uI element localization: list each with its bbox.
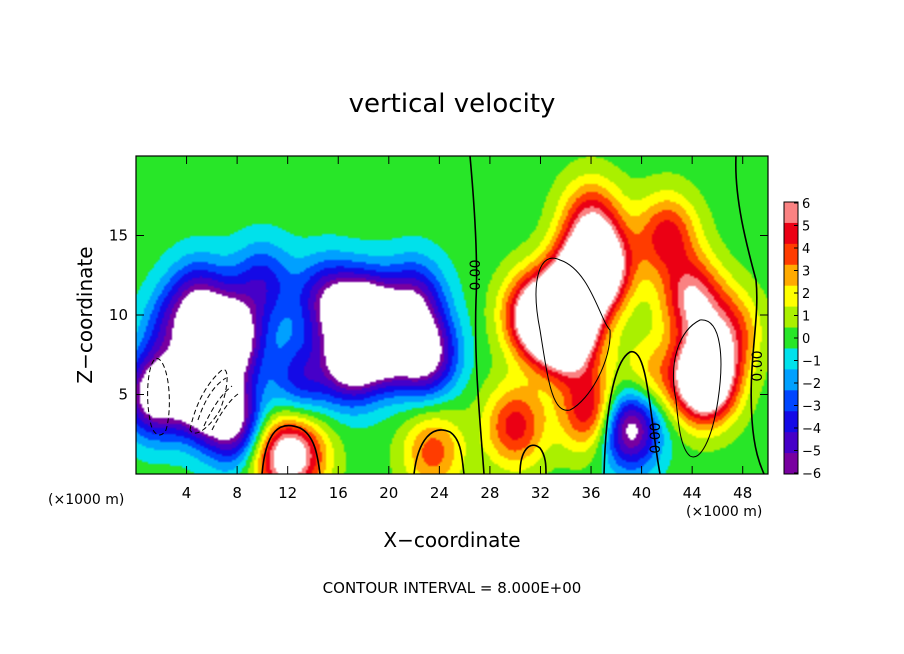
colorbar-swatch bbox=[784, 327, 798, 349]
colorbar-tick-label: 4 bbox=[802, 242, 810, 257]
x-tick-label: 32 bbox=[531, 484, 550, 502]
x-axis-label: X−coordinate bbox=[383, 528, 520, 552]
x-axis: 4 8 12 16 20 24 28 32 36 40 44 48 bbox=[182, 156, 752, 502]
x-tick-label: 28 bbox=[480, 484, 499, 502]
colorbar-tick-label: −5 bbox=[802, 445, 821, 460]
contour-interval-note: CONTOUR INTERVAL = 8.000E+00 bbox=[323, 579, 582, 597]
y-tick-label: 5 bbox=[118, 386, 128, 404]
colorbar-tick-label: −6 bbox=[802, 467, 821, 482]
y-axis-label: Z−coordinate bbox=[73, 246, 97, 383]
y-tick-label: 15 bbox=[109, 227, 128, 245]
x-tick-label: 12 bbox=[278, 484, 297, 502]
colorbar-swatch bbox=[784, 348, 798, 370]
velocity-field bbox=[136, 156, 768, 474]
x-unit-label: (×1000 m) bbox=[48, 492, 124, 508]
zero-contour bbox=[261, 424, 321, 474]
contour-lines bbox=[147, 156, 765, 474]
negative-contour bbox=[189, 369, 228, 434]
zero-contour bbox=[735, 156, 765, 474]
colorbar-swatch bbox=[784, 264, 798, 287]
chart-title: vertical velocity bbox=[349, 89, 556, 119]
colorbar-tick-label: 5 bbox=[802, 220, 810, 235]
colorbar-swatch bbox=[784, 285, 798, 308]
colorbar-tick-label: 6 bbox=[802, 197, 810, 212]
colorbar-swatch bbox=[784, 369, 798, 391]
x-tick-label: 16 bbox=[329, 484, 348, 502]
colorbar-swatch bbox=[784, 432, 798, 454]
colorbar-swatch bbox=[784, 243, 798, 266]
x-tick-label: 8 bbox=[232, 484, 242, 502]
contour-label: 0.00 bbox=[750, 350, 766, 381]
negative-contour bbox=[211, 393, 239, 431]
colorbar-swatch bbox=[784, 390, 798, 412]
colorbar-swatch bbox=[784, 202, 798, 224]
colorbar-tick-label: 3 bbox=[802, 265, 810, 280]
zero-contour bbox=[413, 429, 465, 474]
colorbar-tick-label: −3 bbox=[802, 400, 821, 415]
colorbar-swatch bbox=[784, 222, 798, 245]
y-tick-label: 10 bbox=[109, 306, 128, 324]
x-tick-label: 20 bbox=[379, 484, 398, 502]
colorbar-tick-label: 2 bbox=[802, 287, 810, 302]
x-tick-label: 36 bbox=[581, 484, 600, 502]
colorbar-tick-label: 1 bbox=[802, 310, 810, 325]
x-tick-label: 40 bbox=[632, 484, 651, 502]
negative-contour bbox=[147, 357, 170, 436]
x-tick-label: 4 bbox=[182, 484, 192, 502]
zero-contour bbox=[603, 351, 661, 474]
contour-label: 0.00 bbox=[648, 422, 664, 453]
contour-label: 0.00 bbox=[468, 259, 484, 290]
y-axis: 5 10 15 bbox=[109, 227, 768, 404]
colorbar-tick-label: −1 bbox=[802, 355, 821, 370]
zero-contour bbox=[519, 444, 547, 474]
colorbar-tick-label: −2 bbox=[802, 377, 821, 392]
colorbar-tick-label: −4 bbox=[802, 422, 821, 437]
colorbar-swatch bbox=[784, 411, 798, 433]
colorbar-tick-label: 0 bbox=[802, 332, 810, 347]
positive-contour bbox=[535, 257, 611, 411]
x-tick-label: 44 bbox=[683, 484, 702, 502]
colorbar-swatch bbox=[784, 453, 798, 475]
x-unit-label-right: (×1000 m) bbox=[686, 504, 762, 520]
x-tick-label: 48 bbox=[733, 484, 752, 502]
x-tick-label: 24 bbox=[430, 484, 449, 502]
negative-contour bbox=[197, 377, 227, 421]
zero-contour bbox=[469, 156, 485, 474]
colorbar-swatch bbox=[784, 306, 798, 329]
colorbar: 6 5 4 3 2 1 0 −1 −2 −3 −4 −5 −6 bbox=[783, 197, 821, 482]
positive-contour bbox=[673, 319, 722, 458]
